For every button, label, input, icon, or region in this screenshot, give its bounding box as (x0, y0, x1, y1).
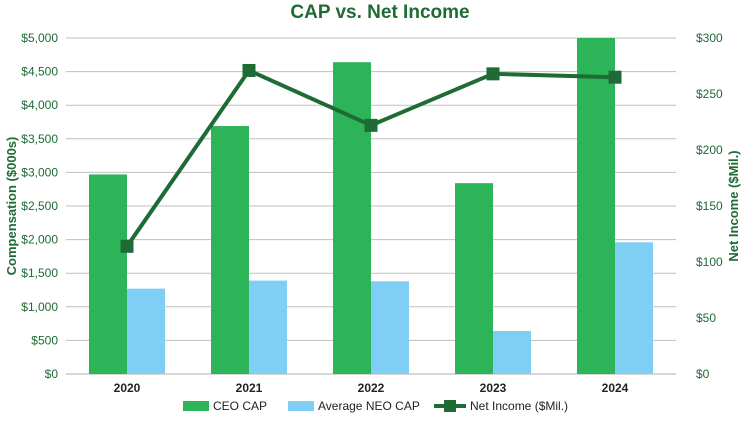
left-tick-label: $4,000 (21, 98, 58, 112)
net-income-marker-2021 (242, 63, 256, 77)
left-tick-label: $500 (31, 333, 58, 347)
left-axis-ticks: $0 $500 $1,000 $1,500 $2,000 $2,500 $3,000 $3,5… (21, 31, 58, 381)
bar-average-neo-cap-2020 (127, 288, 165, 374)
right-tick-label: $0 (696, 367, 710, 381)
bar-ceo-cap-2020 (89, 174, 127, 374)
left-tick-label: $1,000 (21, 300, 58, 314)
left-axis-title: Compensation ($000s) (4, 137, 19, 276)
left-tick-label: $2,000 (21, 233, 58, 247)
bar-ceo-cap-2022 (333, 62, 371, 374)
left-tick-label: $5,000 (21, 31, 58, 45)
right-tick-label: $100 (696, 255, 723, 269)
net-income-marker-2024 (608, 70, 622, 84)
net-income-line (120, 63, 622, 253)
legend-marker-net-income (444, 400, 456, 412)
bar-average-neo-cap-2022 (371, 281, 409, 374)
left-tick-label: $1,500 (21, 266, 58, 280)
left-tick-label: $3,000 (21, 165, 58, 179)
category-label-2020: 2020 (114, 381, 141, 395)
net-income-marker-2020 (120, 239, 134, 253)
legend-label-average-neo-cap: Average NEO CAP (318, 399, 420, 413)
right-axis-ticks: $0 $50 $100 $150 $200 $250 $300 (696, 31, 723, 381)
legend: CEO CAP Average NEO CAP Net Income ($Mil… (183, 399, 568, 413)
legend-swatch-average-neo-cap (288, 401, 314, 411)
category-labels: 2020 2021 2022 2023 2024 (114, 381, 629, 395)
bar-ceo-cap-2021 (211, 126, 249, 374)
legend-label-net-income: Net Income ($Mil.) (470, 399, 568, 413)
right-tick-label: $200 (696, 143, 723, 157)
right-tick-label: $300 (696, 31, 723, 45)
category-label-2023: 2023 (480, 381, 507, 395)
bar-average-neo-cap-2021 (249, 280, 287, 374)
legend-label-ceo-cap: CEO CAP (213, 399, 267, 413)
chart-title: CAP vs. Net Income (290, 2, 469, 23)
bars (89, 38, 653, 374)
bar-average-neo-cap-2024 (615, 242, 653, 374)
net-income-marker-2022 (364, 118, 378, 132)
category-label-2024: 2024 (602, 381, 629, 395)
right-tick-label: $250 (696, 87, 723, 101)
right-tick-label: $150 (696, 199, 723, 213)
legend-swatch-ceo-cap (183, 401, 209, 411)
left-tick-label: $2,500 (21, 199, 58, 213)
bar-ceo-cap-2023 (455, 183, 493, 374)
right-axis-title: Net Income ($Mil.) (726, 150, 741, 261)
category-label-2021: 2021 (236, 381, 263, 395)
category-label-2022: 2022 (358, 381, 385, 395)
left-tick-label: $3,500 (21, 132, 58, 146)
net-income-marker-2023 (486, 67, 500, 81)
bar-average-neo-cap-2023 (493, 330, 531, 374)
right-tick-label: $50 (696, 311, 716, 325)
bar-ceo-cap-2024 (577, 38, 615, 374)
left-tick-label: $4,500 (21, 65, 58, 79)
left-tick-label: $0 (45, 367, 59, 381)
